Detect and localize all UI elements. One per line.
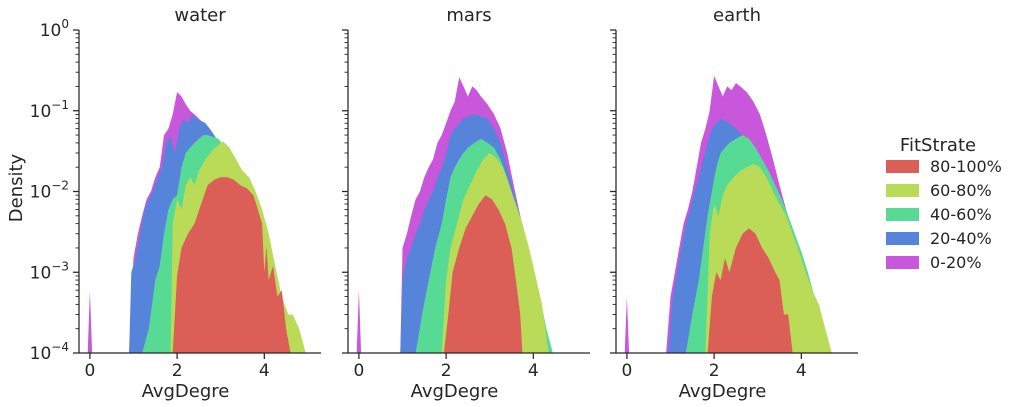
- legend-item: 0-20%: [886, 253, 982, 272]
- y-tick-label: 10−1: [30, 98, 69, 122]
- x-tick-label: 2: [441, 361, 452, 381]
- area-80-100%: [443, 195, 523, 353]
- area-80-100%: [172, 177, 291, 353]
- legend-label: 0-20%: [930, 253, 982, 272]
- panel-title: mars: [446, 5, 491, 26]
- x-axis-label: AvgDegre: [142, 381, 230, 402]
- y-tick-label: 10−3: [30, 259, 69, 283]
- facet-panel-mars: mars 0 2 4 AvgDegre: [342, 5, 590, 402]
- x-tick-label: 0: [84, 361, 95, 381]
- legend-item: 20-40%: [886, 229, 992, 248]
- panels-layer: water 100 10−1 10−2 10−3 10−4 0 2 4 AvgDegre mars 0…: [30, 5, 858, 402]
- x-tick-label: 0: [353, 361, 364, 381]
- legend-label: 20-40%: [930, 229, 992, 248]
- legend-label: 40-60%: [930, 205, 992, 224]
- y-axis-label: Density: [6, 153, 27, 222]
- x-tick-label: 0: [621, 361, 632, 381]
- x-tick-label: 4: [259, 361, 270, 381]
- x-axis-label: AvgDegre: [411, 381, 499, 402]
- legend-swatch: [886, 208, 919, 221]
- legend-swatch: [886, 184, 919, 197]
- x-tick-label: 2: [172, 361, 183, 381]
- area-80-100%: [707, 228, 793, 353]
- legend-label: 60-80%: [930, 181, 992, 200]
- x-tick-label: 2: [709, 361, 720, 381]
- panel-title: water: [174, 5, 226, 26]
- y-tick-label: 10−4: [30, 340, 69, 364]
- legend-label: 80-100%: [930, 157, 1002, 176]
- y-tick-label: 100: [40, 17, 69, 41]
- facet-panel-earth: earth 0 2 4 AvgDegre: [610, 5, 858, 402]
- legend-item: 80-100%: [886, 157, 1002, 176]
- legend-item: 60-80%: [886, 181, 992, 200]
- legend-item: 40-60%: [886, 205, 992, 224]
- legend-title: FitStrate: [900, 135, 976, 156]
- panel-title: earth: [713, 5, 761, 26]
- y-tick-label: 10−2: [30, 179, 69, 203]
- x-tick-label: 4: [528, 361, 539, 381]
- x-tick-label: 4: [796, 361, 807, 381]
- facet-panel-water: water 100 10−1 10−2 10−3 10−4 0 2 4 AvgDegre: [30, 5, 321, 402]
- legend-swatch: [886, 160, 919, 173]
- legend-swatch: [886, 256, 919, 269]
- x-axis-label: AvgDegre: [679, 381, 767, 402]
- legend-swatch: [886, 232, 919, 245]
